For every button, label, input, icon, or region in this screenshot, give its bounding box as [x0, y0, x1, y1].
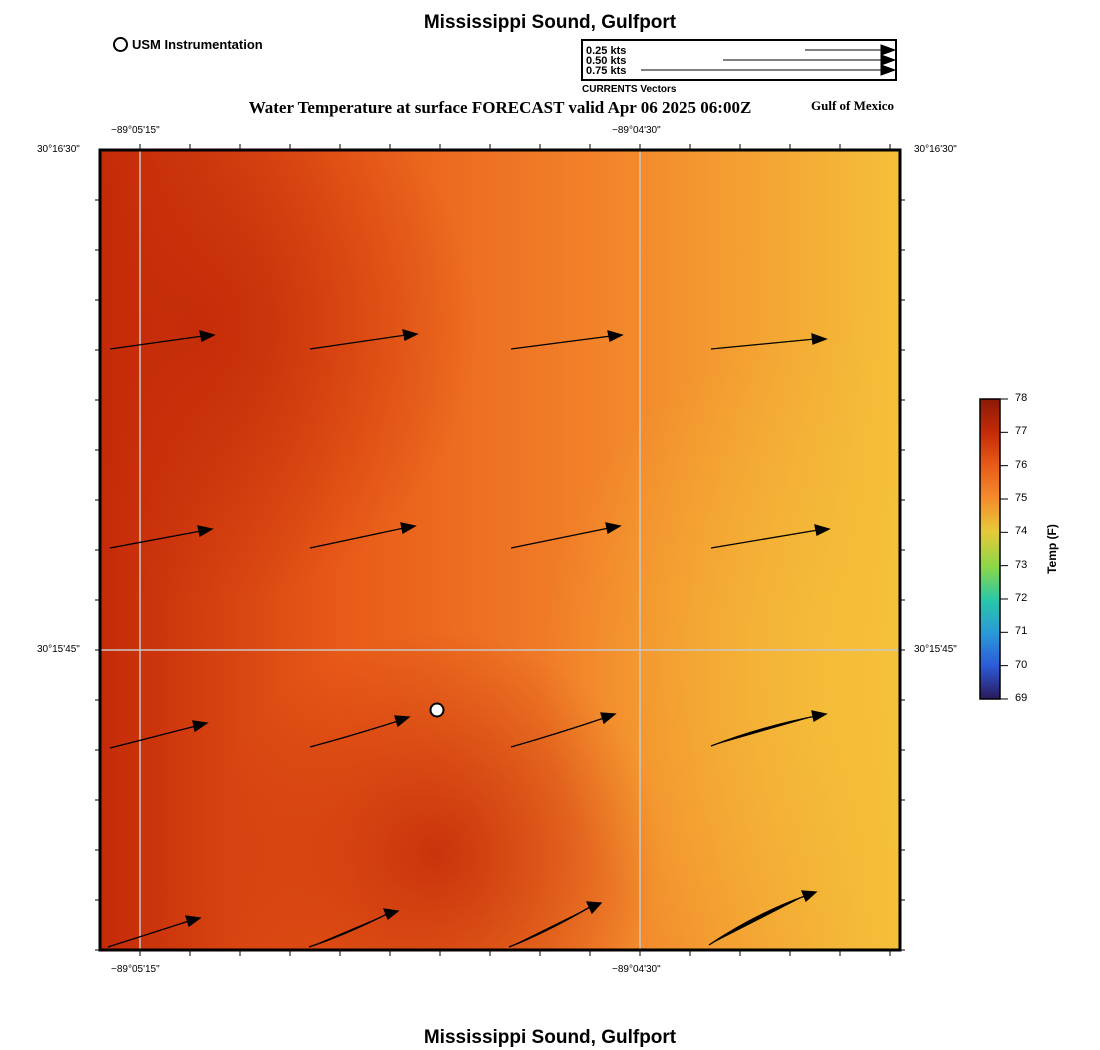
- current-vector: [309, 527, 405, 549]
- colorbar: [979, 398, 1001, 700]
- instrumentation-label: USM Instrumentation: [132, 37, 263, 52]
- temperature-field-cool-region: [100, 150, 900, 950]
- legend-arrowhead-025: [880, 44, 895, 56]
- graticule: [100, 150, 900, 950]
- current-vector: [107, 920, 190, 948]
- current-vector-head: [199, 330, 216, 342]
- colorbar-ticks: [1000, 398, 1008, 700]
- colorbar-tick-label: 72: [1015, 591, 1028, 604]
- current-vector-head: [394, 715, 411, 728]
- lat-tick-right-2: 30°15'45": [914, 644, 957, 655]
- colorbar-tick-label: 75: [1015, 491, 1028, 504]
- current-vector-head: [192, 720, 209, 733]
- current-vector-head: [811, 710, 828, 723]
- frame-ticks: [95, 144, 905, 956]
- instrumentation-legend: USM Instrumentation: [113, 37, 263, 52]
- legend-arrowhead-050: [880, 54, 895, 66]
- current-vector-head: [607, 330, 624, 342]
- current-vector: [309, 720, 399, 748]
- current-vector-head: [585, 901, 603, 915]
- colorbar-tick-label: 70: [1015, 658, 1028, 671]
- vector-legend-box: 0.25 kts 0.50 kts 0.75 kts: [581, 39, 897, 81]
- lon-tick-top-1: −89°05'15": [111, 125, 160, 136]
- colorbar-tick-label: 77: [1015, 425, 1028, 438]
- legend-arrowhead-075: [880, 64, 895, 76]
- colorbar-tick-label: 78: [1015, 392, 1028, 404]
- current-vector: [510, 717, 605, 748]
- map-title-bottom: Mississippi Sound, Gulfport: [423, 1027, 677, 1048]
- usm-station-marker[interactable]: [429, 702, 445, 718]
- lat-tick-left-1: 30°16'30": [37, 144, 80, 155]
- current-vector-head: [382, 908, 400, 921]
- colorbar-tick-label: 69: [1015, 691, 1028, 704]
- lon-tick-top-2: −89°04'30": [612, 125, 661, 136]
- current-vectors: [107, 329, 831, 948]
- colorbar-tick-label: 73: [1015, 558, 1028, 571]
- current-vector: [109, 335, 204, 350]
- current-vector: [109, 725, 197, 749]
- colorbar-tick-label: 74: [1015, 525, 1028, 538]
- current-vector-head: [811, 333, 828, 345]
- station-marker-icon: [113, 37, 128, 52]
- current-vector-head: [185, 915, 202, 928]
- map-title-top: Mississippi Sound, Gulfport: [423, 12, 677, 33]
- colorbar-title: Temp (F): [1045, 524, 1059, 574]
- current-vector: [109, 530, 202, 549]
- current-vector-head: [801, 890, 818, 903]
- current-vector: [710, 715, 817, 747]
- current-vector: [308, 913, 388, 948]
- lon-tick-bottom-2: −89°04'30": [612, 964, 661, 975]
- vectors-title: CURRENTS Vectors: [582, 84, 677, 95]
- current-vector-head: [400, 522, 417, 535]
- current-vector: [710, 529, 819, 549]
- lat-tick-right-1: 30°16'30": [914, 144, 957, 155]
- lat-tick-left-2: 30°15'45": [37, 644, 80, 655]
- current-vector-head: [814, 524, 831, 536]
- current-vector: [510, 527, 610, 549]
- current-vector: [710, 338, 816, 350]
- vector-label-075: 0.75 kts: [586, 65, 627, 77]
- vector-label-025: 0.25 kts: [586, 45, 627, 57]
- colorbar-tick-label: 71: [1015, 625, 1028, 638]
- current-vector-head: [402, 329, 419, 341]
- vector-label-050: 0.50 kts: [586, 55, 627, 67]
- lon-tick-bottom-1: −89°05'15": [111, 964, 160, 975]
- vector-legend-arrows: [641, 44, 895, 76]
- current-vector-head: [605, 522, 622, 535]
- map-subtitle: Water Temperature at surface FORECAST va…: [248, 98, 752, 117]
- current-vector: [708, 895, 806, 946]
- region-label: Gulf of Mexico: [811, 98, 895, 113]
- colorbar-tick-label: 76: [1015, 458, 1028, 471]
- current-vector-head: [197, 525, 214, 538]
- current-vector: [510, 335, 612, 350]
- current-vector-head: [600, 712, 617, 725]
- current-vector: [309, 334, 407, 350]
- current-vector: [508, 906, 591, 948]
